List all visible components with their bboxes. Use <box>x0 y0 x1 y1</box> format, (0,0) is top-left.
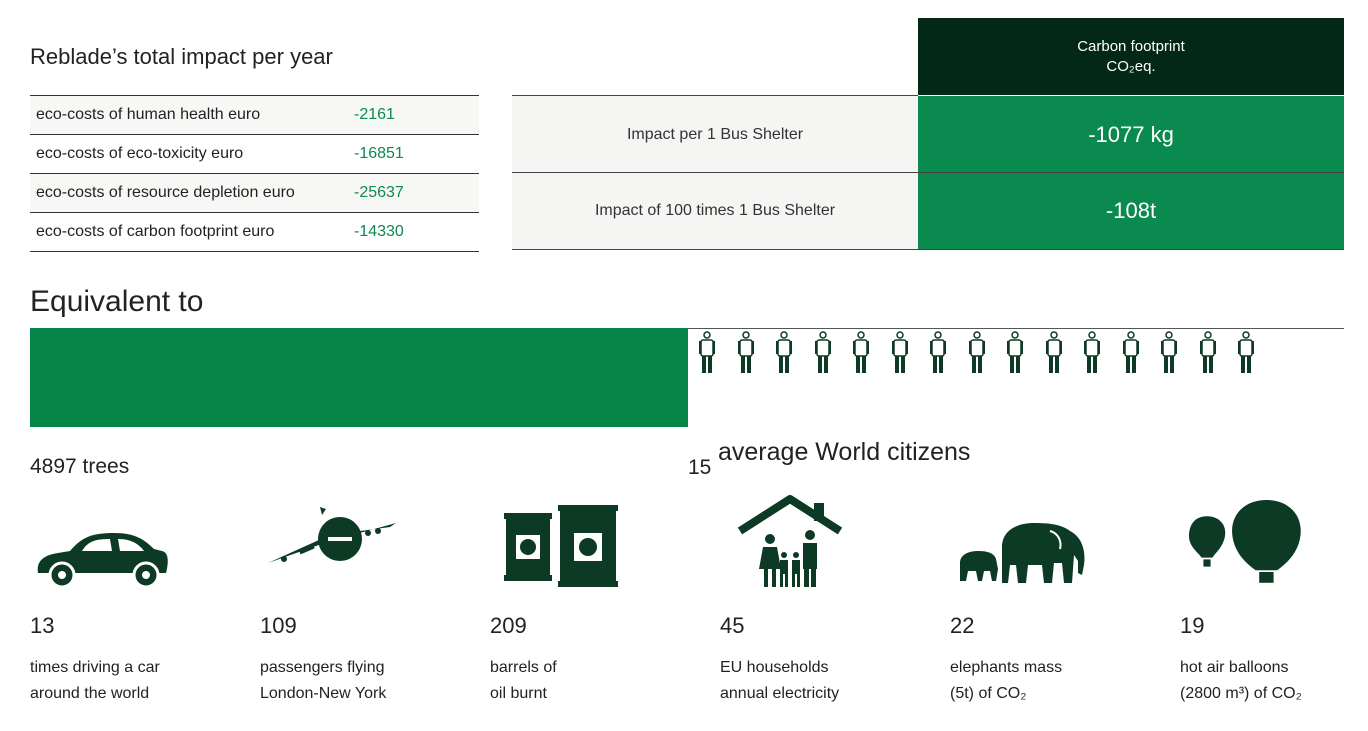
trees-label: 4897 trees <box>30 455 130 478</box>
impact-section-title: Reblade’s total impact per year <box>30 44 333 69</box>
stat-description-line: London-New York <box>260 685 387 702</box>
eco-cost-value: -25637 <box>354 184 404 201</box>
citizens-icon-row <box>698 331 1258 375</box>
elephants-icon <box>960 523 1085 583</box>
citizens-count: 15 <box>688 456 712 479</box>
citizen-icon <box>1045 331 1062 373</box>
stat-description-line: oil burnt <box>490 685 547 702</box>
citizen-icon <box>1199 331 1216 373</box>
eco-cost-label: eco-costs of eco-toxicity euro <box>36 145 244 162</box>
table-row: eco-costs of resource depletion euro -25… <box>30 174 479 213</box>
citizen-icon <box>1238 331 1254 373</box>
stat-description: times driving a car around the world <box>30 655 250 707</box>
stat-description: EU households annual electricity <box>720 655 940 707</box>
stat-description: barrels of oil burnt <box>490 655 710 707</box>
table-row: Impact per 1 Bus Shelter -1077 kg <box>512 96 1344 173</box>
eco-cost-value: -16851 <box>354 145 404 162</box>
eco-cost-label: eco-costs of resource depletion euro <box>36 184 295 201</box>
stat-number: 19 <box>1180 613 1205 638</box>
stat-number: 45 <box>720 613 745 638</box>
carbon-row-label: Impact per 1 Bus Shelter <box>512 96 918 173</box>
eco-cost-value: -2161 <box>354 106 395 123</box>
carbon-footprint-header-unit: CO₂eq. <box>1106 57 1156 75</box>
stat-description-line: (2800 m³) of CO₂ <box>1180 685 1302 702</box>
table-divider <box>512 249 1344 250</box>
citizens-label: average World citizens <box>718 438 971 466</box>
table-row: eco-costs of eco-toxicity euro -16851 <box>30 135 479 174</box>
eco-costs-table: eco-costs of human health euro -2161 eco… <box>30 95 479 252</box>
airplane-icon <box>268 507 396 563</box>
citizen-icon <box>968 331 985 373</box>
table-row: eco-costs of human health euro -2161 <box>30 96 479 135</box>
citizen-icon <box>930 331 946 373</box>
citizen-icon <box>853 331 869 373</box>
carbon-footprint-header-title: Carbon footprint <box>1077 37 1185 55</box>
citizen-icon <box>776 331 792 373</box>
table-row: Impact of 100 times 1 Bus Shelter -108t <box>512 173 1344 249</box>
stat-description-line: EU households <box>720 659 829 676</box>
eco-cost-label: eco-costs of carbon footprint euro <box>36 223 275 240</box>
carbon-row-value: -1077 kg <box>918 96 1344 173</box>
car-icon <box>37 533 168 589</box>
table-row: eco-costs of carbon footprint euro -1433… <box>30 213 479 252</box>
stat-description-line: (5t) of CO₂ <box>950 685 1027 702</box>
stat-description-line: barrels of <box>490 659 557 676</box>
eco-cost-label: eco-costs of human health euro <box>36 106 261 123</box>
oil-barrels-icon <box>504 505 618 587</box>
citizen-icon <box>1122 331 1139 373</box>
citizen-icon <box>814 331 831 373</box>
table-divider <box>512 172 1344 173</box>
stat-description-line: times driving a car <box>30 659 160 676</box>
stat-number: 13 <box>30 613 55 638</box>
citizens-divider <box>688 328 1344 329</box>
stat-number: 109 <box>260 613 297 638</box>
stat-number: 22 <box>950 613 975 638</box>
stat-description-line: passengers flying <box>260 659 385 676</box>
carbon-footprint-header: Carbon footprint CO₂eq. <box>918 18 1344 95</box>
carbon-row-value: -108t <box>918 173 1344 249</box>
hot-air-balloons-icon <box>1189 500 1301 583</box>
stat-description: hot air balloons (2800 m³) of CO₂ <box>1180 655 1350 707</box>
trees-bar <box>30 328 688 427</box>
stat-description-line: around the world <box>30 685 150 702</box>
equivalent-title: Equivalent to <box>30 285 204 318</box>
stat-description-line: elephants mass <box>950 659 1063 676</box>
household-icon <box>737 495 843 587</box>
carbon-row-label: Impact of 100 times 1 Bus Shelter <box>512 173 918 249</box>
stat-description: elephants mass (5t) of CO₂ <box>950 655 1170 707</box>
stat-description-line: annual electricity <box>720 685 840 702</box>
citizen-icon <box>1007 331 1023 373</box>
citizen-icon <box>699 331 715 373</box>
citizen-icon <box>891 331 908 373</box>
citizen-icon <box>737 331 754 373</box>
eco-cost-value: -14330 <box>354 223 404 240</box>
stat-description-line: hot air balloons <box>1180 659 1289 676</box>
stat-number: 209 <box>490 613 527 638</box>
table-divider <box>512 95 918 96</box>
citizen-icon <box>1084 331 1100 373</box>
citizen-icon <box>1161 331 1177 373</box>
stat-description: passengers flying London-New York <box>260 655 480 707</box>
